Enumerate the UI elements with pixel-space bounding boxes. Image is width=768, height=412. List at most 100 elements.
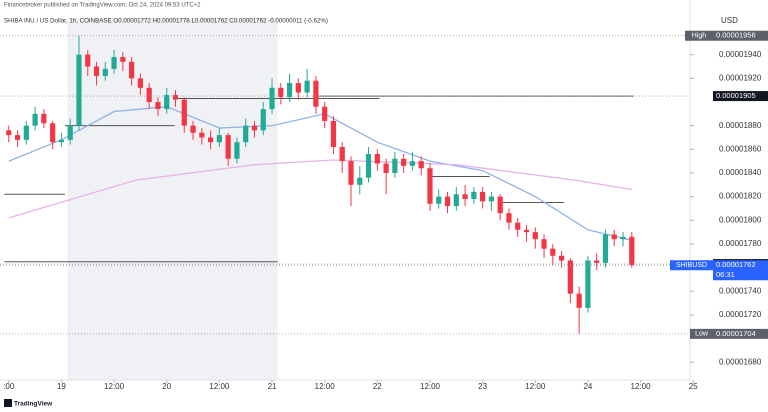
price-label-box — [713, 30, 768, 41]
axes: 0.00001680 0.00001720 0.00001740 0.00001780… — [3, 31, 768, 391]
candle-body — [585, 260, 591, 308]
candle-body — [453, 194, 459, 207]
candle-body — [6, 130, 12, 136]
y-tick-label: 0.00001840 — [719, 168, 762, 177]
candle-body — [444, 196, 451, 207]
candle-body — [137, 78, 143, 88]
x-tick-label: 19 — [57, 382, 66, 391]
x-tick-label: 12:00 — [209, 382, 230, 391]
plot-area — [0, 18, 690, 380]
y-tick-label: 0.00001860 — [719, 144, 762, 153]
brand: TradingView — [14, 401, 53, 408]
price-label-name: Low — [695, 331, 709, 338]
candle-body — [523, 229, 530, 233]
candle-body — [313, 80, 319, 107]
candle-body — [304, 80, 310, 93]
candle-body — [85, 54, 91, 67]
candle-body — [234, 142, 240, 159]
candle-body — [392, 158, 398, 173]
price-label-name: High — [692, 33, 707, 40]
candle-body — [155, 101, 161, 110]
candle-body — [286, 83, 293, 98]
candle-body — [541, 239, 547, 249]
x-tick-label: 23 — [478, 382, 487, 391]
candle-body — [436, 196, 442, 204]
price-label-tag — [690, 328, 713, 339]
candle-body — [620, 236, 626, 240]
candle-body — [269, 87, 275, 110]
x-tick-label: 22 — [373, 382, 382, 391]
symbol-line: SHIBA INU / US Dollar, 1h, COINBASE O0.0… — [4, 18, 328, 25]
candle-body — [23, 125, 29, 140]
candle-body — [488, 196, 494, 202]
currency-label: USD — [721, 16, 738, 25]
candle-body — [532, 232, 538, 240]
candle-body — [190, 125, 196, 133]
x-tick-label: :00 — [3, 382, 15, 391]
candle-body — [120, 57, 126, 62]
price-label-box — [713, 328, 768, 339]
candle-body — [102, 68, 108, 76]
y-tick-label: 0.00001940 — [719, 50, 762, 59]
candle-body — [497, 196, 503, 214]
price-label-value: 0.00001704 — [716, 329, 756, 338]
candle-body — [199, 132, 205, 138]
candle-body — [146, 87, 152, 102]
price-label-tag — [670, 260, 713, 271]
candle-body — [374, 154, 380, 164]
candle-body — [330, 120, 337, 147]
y-tick-label: 0.00001920 — [719, 73, 762, 82]
candle-body — [14, 135, 21, 140]
x-tick-label: 12:00 — [420, 382, 441, 391]
candle-body — [427, 168, 433, 204]
publisher-line: Financebroker published on TradingView.c… — [4, 3, 201, 9]
moving-average — [8, 159, 632, 219]
brand-logo — [4, 399, 12, 407]
y-tick-label: 0.00001800 — [719, 215, 762, 224]
candle-body — [480, 191, 486, 202]
y-tick-label: 0.00001820 — [719, 192, 762, 201]
candle-body — [348, 161, 354, 185]
candle-body — [506, 213, 512, 223]
candle-body — [559, 255, 565, 261]
candle-body — [629, 236, 635, 266]
price-label-value: 0.00001905 — [716, 91, 756, 100]
candle-body — [602, 234, 609, 263]
candle-body — [111, 57, 117, 69]
y-tick-label: 0.00001740 — [719, 286, 762, 295]
price-label-box — [713, 91, 768, 102]
candle-body — [295, 83, 301, 93]
candle-body — [594, 260, 600, 263]
y-tick-label: 0.00001780 — [719, 239, 762, 248]
candle-body — [32, 113, 38, 126]
price-label-value: 0.00001956 — [716, 31, 756, 40]
candle-body — [278, 87, 284, 98]
candle-body — [357, 177, 363, 185]
candle-body — [67, 125, 73, 140]
x-tick-label: 20 — [162, 382, 171, 391]
session-shade — [67, 18, 278, 380]
candle-body — [76, 54, 82, 126]
candle-body — [208, 137, 214, 143]
candle-body — [216, 135, 222, 143]
candle-body — [418, 161, 424, 169]
candle-body — [243, 125, 249, 143]
price-label-name: SHIBUSD — [676, 262, 707, 269]
candle-body — [567, 260, 573, 294]
x-tick-label: 12:00 — [525, 382, 546, 391]
price-label-box — [713, 260, 768, 281]
x-tick-label: 12:00 — [315, 382, 336, 391]
y-tick-label: 0.00001680 — [719, 357, 762, 366]
candle-body — [462, 194, 468, 199]
candle-body — [322, 106, 328, 121]
candle-body — [260, 109, 266, 131]
candle-body — [58, 139, 65, 143]
price-label-tag — [685, 30, 713, 41]
candle-body — [41, 113, 47, 124]
candle-body — [409, 161, 416, 166]
candle-body — [576, 293, 582, 308]
price-label-countdown: 06:31 — [716, 270, 735, 279]
candle-body — [181, 99, 187, 126]
candle-body — [471, 191, 477, 199]
